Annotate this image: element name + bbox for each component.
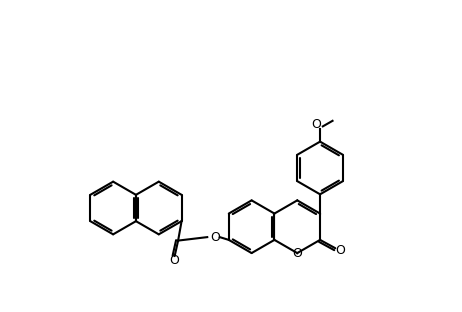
Text: O: O — [292, 246, 302, 260]
Text: O: O — [335, 245, 345, 257]
Text: O: O — [311, 118, 321, 131]
Text: O: O — [170, 255, 180, 267]
Text: O: O — [211, 231, 220, 244]
